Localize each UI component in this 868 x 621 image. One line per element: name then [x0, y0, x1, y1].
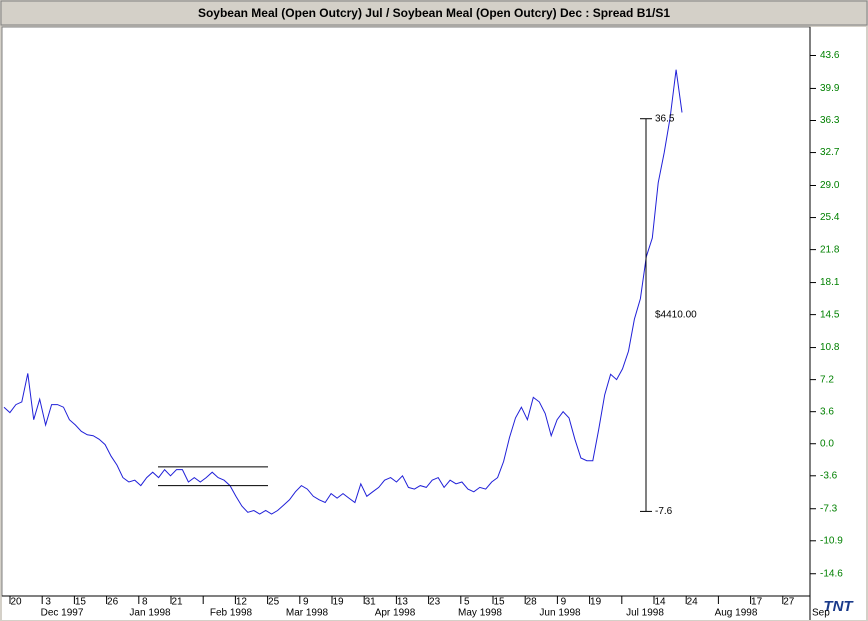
x-tick-label: 23: [429, 597, 441, 608]
measure-top-label: 36.5: [655, 113, 675, 124]
y-tick-label: 0.0: [820, 438, 834, 449]
x-tick-label: 15: [75, 597, 87, 608]
month-label: Jan 1998: [129, 608, 171, 619]
y-tick-label: 3.6: [820, 406, 834, 417]
x-tick-label: 20: [10, 597, 22, 608]
x-tick-label: 3: [45, 597, 51, 608]
x-tick-label: 9: [303, 597, 309, 608]
x-tick-label: 21: [171, 597, 183, 608]
x-tick-label: 9: [561, 597, 567, 608]
month-label: Jul 1998: [626, 608, 664, 619]
x-tick-label: 13: [397, 597, 409, 608]
chart-title: Soybean Meal (Open Outcry) Jul / Soybean…: [198, 6, 670, 20]
x-tick-label: 28: [526, 597, 538, 608]
price-line: [3, 69, 683, 515]
month-label: Aug 1998: [715, 608, 758, 619]
title-bar: [0, 0, 868, 26]
month-label: Dec 1997: [41, 608, 84, 619]
y-tick-label: -7.3: [820, 503, 838, 514]
month-label: Sep: [812, 608, 830, 619]
x-tick-label: 19: [590, 597, 602, 608]
x-tick-label: 5: [464, 597, 470, 608]
month-label: Feb 1998: [210, 608, 253, 619]
x-tick-label: 27: [783, 597, 795, 608]
measure-text: $4410.00: [655, 310, 697, 321]
y-tick-label: -14.6: [820, 568, 843, 579]
x-tick-label: 25: [268, 597, 280, 608]
y-tick-label: 25.4: [820, 212, 840, 223]
month-label: Jun 1998: [539, 608, 581, 619]
x-tick-label: 26: [107, 597, 119, 608]
plot-area: [1, 26, 811, 597]
y-tick-label: -10.9: [820, 535, 843, 546]
y-tick-label: 10.8: [820, 342, 840, 353]
y-tick-label: 32.7: [820, 147, 840, 158]
y-tick-label: 39.9: [820, 83, 840, 94]
x-tick-label: 14: [654, 597, 666, 608]
x-axis-area: [2, 596, 866, 620]
y-tick-label: 29.0: [820, 180, 840, 191]
x-tick-label: 15: [493, 597, 505, 608]
y-tick-label: 43.6: [820, 50, 840, 61]
month-label: Apr 1998: [375, 608, 416, 619]
y-tick-label: 7.2: [820, 374, 834, 385]
logo: TNT: [823, 598, 854, 615]
measure-bottom-label: -7.6: [655, 506, 673, 517]
x-tick-label: 12: [236, 597, 248, 608]
y-tick-label: 36.3: [820, 115, 840, 126]
month-label: Mar 1998: [286, 608, 329, 619]
y-tick-label: -3.6: [820, 470, 838, 481]
x-tick-label: 8: [142, 597, 148, 608]
y-tick-label: 18.1: [820, 277, 840, 288]
y-tick-label: 14.5: [820, 309, 840, 320]
x-tick-label: 31: [365, 597, 377, 608]
x-tick-label: 24: [687, 597, 699, 608]
y-axis-area: [810, 27, 866, 596]
y-tick-label: 21.8: [820, 244, 840, 255]
month-label: May 1998: [458, 608, 502, 619]
x-tick-label: 19: [332, 597, 344, 608]
x-tick-label: 17: [751, 597, 763, 608]
